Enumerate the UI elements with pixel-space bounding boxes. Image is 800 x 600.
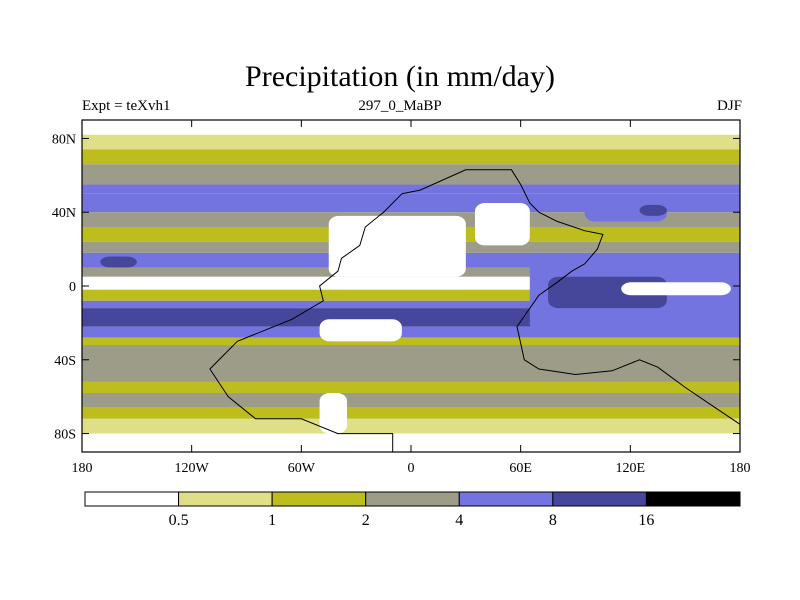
x-tick-label: 180 [72, 461, 93, 476]
colorbar-swatch [178, 491, 273, 507]
x-tick-label: 60E [509, 461, 532, 476]
colorbar-swatch [271, 491, 367, 507]
colorbar-label: 8 [549, 512, 557, 529]
colorbar-label: 16 [638, 512, 654, 529]
coastline [209, 169, 741, 453]
precip-region [474, 203, 530, 246]
y-tick-label: 80S [54, 428, 76, 443]
precip-band [82, 381, 740, 393]
x-tick-label: 0 [408, 461, 415, 476]
x-tick-label: 180 [730, 461, 751, 476]
precip-band [82, 120, 740, 135]
y-tick-label: 80N [52, 132, 76, 147]
precip-region [328, 215, 466, 277]
season-label: DJF [716, 98, 742, 114]
colorbar-swatch [552, 491, 647, 507]
colorbar-label: 4 [455, 512, 463, 529]
experiment-label: Expt = teXvh1 [82, 98, 171, 114]
precip-region [639, 204, 667, 216]
precip-band [82, 418, 740, 434]
precip-band [82, 433, 740, 452]
precip-band [82, 337, 740, 346]
precip-region [621, 282, 731, 296]
x-tick-label: 60W [288, 461, 316, 476]
precip-field [82, 120, 740, 452]
precip-band [82, 193, 740, 213]
colorbar-swatch [458, 491, 554, 507]
precip-band [82, 326, 740, 338]
chart-title: Precipitation (in mm/day) [245, 60, 555, 93]
precip-band [82, 407, 740, 419]
precip-band [82, 134, 740, 150]
precip-band [82, 289, 740, 301]
precip-region [319, 392, 348, 434]
precip-band [82, 300, 740, 309]
colorbar-label: 0.5 [169, 512, 189, 529]
precip-band [82, 392, 740, 408]
y-tick-label: 40S [54, 354, 76, 369]
colorbar-swatch [84, 491, 180, 507]
precip-band [82, 164, 740, 185]
precip-region [100, 256, 137, 268]
y-tick-label: 40N [52, 206, 76, 221]
precip-band [82, 149, 740, 165]
colorbar-swatch [365, 491, 460, 507]
colorbar-label: 2 [362, 512, 370, 529]
precip-region [319, 319, 402, 342]
precip-band [82, 184, 740, 194]
colorbar-label: 1 [268, 512, 276, 529]
age-label: 297_0_MaBP [358, 98, 442, 114]
x-tick-label: 120E [616, 461, 646, 476]
y-tick-label: 0 [69, 280, 76, 295]
x-tick-label: 120W [175, 461, 210, 476]
colorbar-swatch [645, 491, 741, 507]
